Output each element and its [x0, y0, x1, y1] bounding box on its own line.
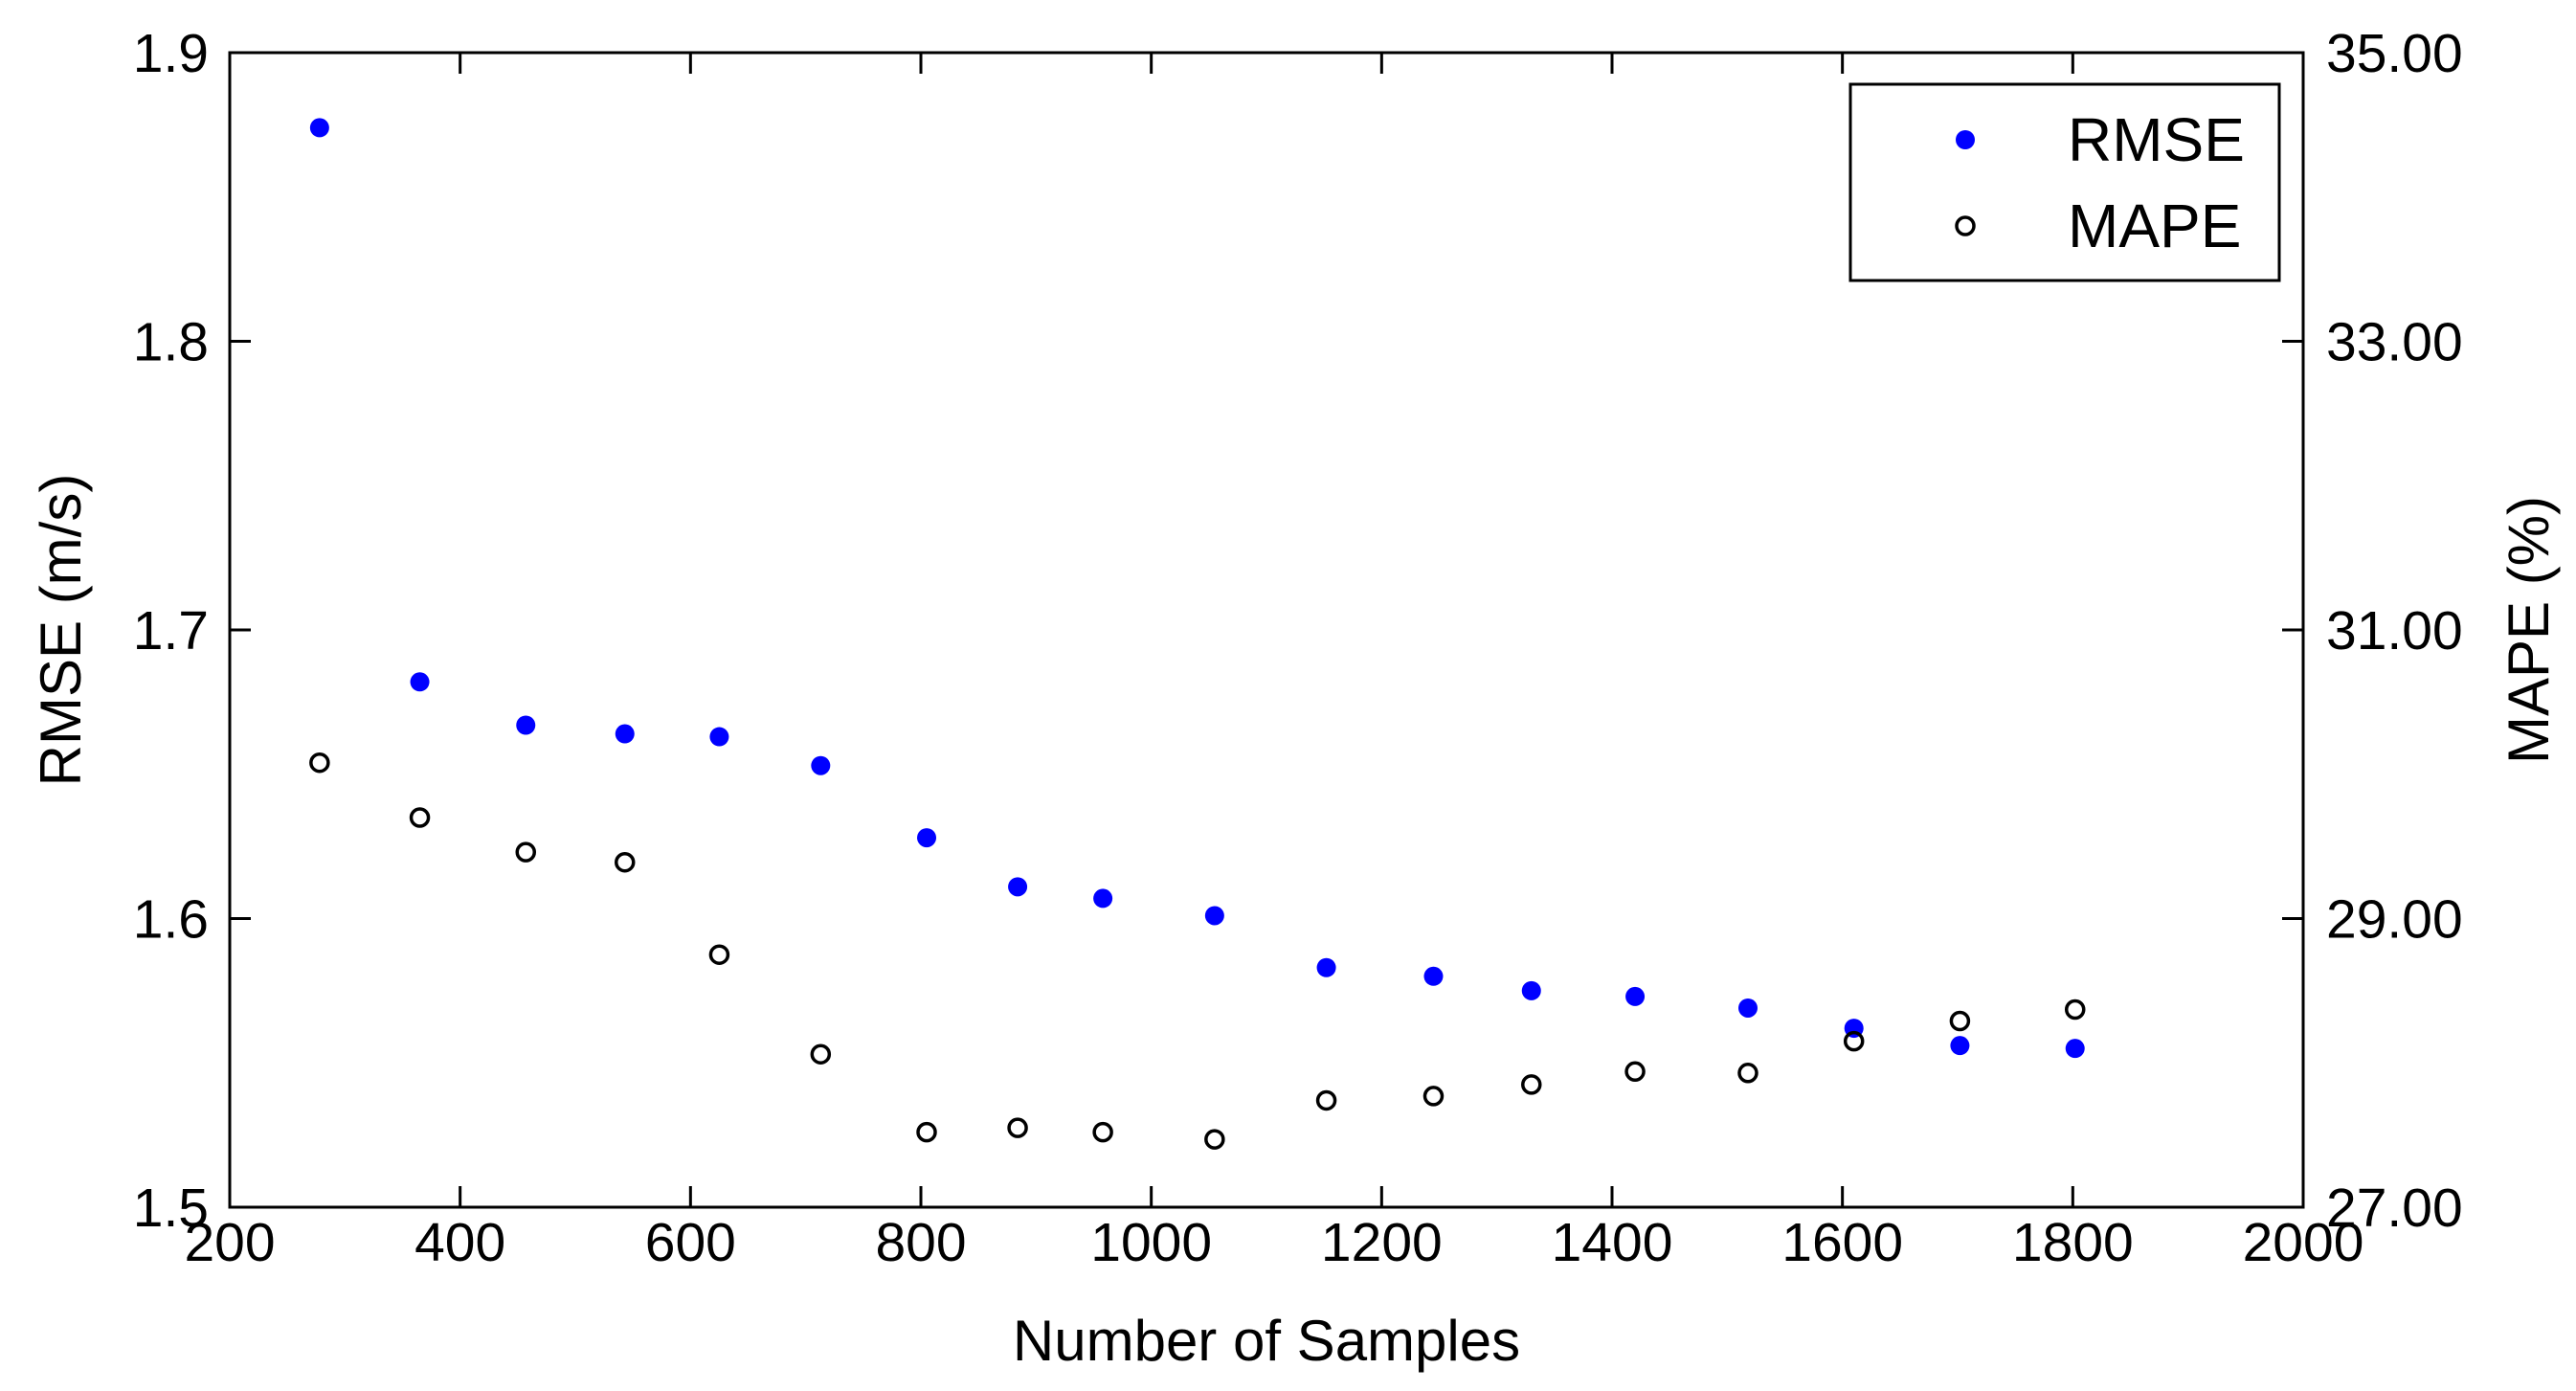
point-mape [409, 807, 431, 828]
x-tick-label: 1000 [1090, 1212, 1212, 1273]
point-mape [708, 944, 730, 965]
point-rmse [709, 727, 729, 747]
y-tick-label-right: 27.00 [2326, 1178, 2463, 1239]
legend-label-mape: MAPE [2068, 191, 2241, 260]
point-rmse [1008, 877, 1028, 897]
x-tick-label: 2000 [2243, 1212, 2364, 1273]
x-tick-label: 1400 [1552, 1212, 1673, 1273]
point-rmse [516, 715, 536, 735]
x-axis-label: Number of Samples [1013, 1309, 1520, 1373]
point-rmse [2065, 1039, 2085, 1059]
point-mape [1092, 1121, 1113, 1143]
point-rmse [1625, 986, 1646, 1006]
y-tick-label-left: 1.7 [133, 600, 209, 662]
point-rmse [1521, 980, 1541, 1000]
point-rmse [1737, 998, 1758, 1018]
y-tick-label-left: 1.5 [133, 1178, 209, 1239]
x-tick-label: 1200 [1321, 1212, 1443, 1273]
point-rmse [1423, 966, 1444, 986]
legend-marker-rmse [1956, 130, 1975, 149]
y-tick-label-left: 1.6 [133, 889, 209, 951]
point-mape [309, 752, 330, 774]
point-mape [614, 851, 636, 873]
point-mape [1949, 1010, 1971, 1032]
x-tick-label: 400 [414, 1212, 505, 1273]
plot-frame [228, 51, 2305, 1209]
point-mape [1422, 1086, 1445, 1107]
point-mape [515, 841, 537, 863]
point-rmse [1093, 888, 1113, 909]
point-mape [1843, 1030, 1865, 1052]
point-rmse [1316, 957, 1336, 977]
point-rmse [410, 672, 430, 692]
point-mape [1315, 1089, 1337, 1111]
x-tick-label: 800 [875, 1212, 966, 1273]
legend-label-rmse: RMSE [2068, 105, 2245, 174]
point-rmse [309, 118, 329, 138]
point-mape [810, 1043, 832, 1065]
y-axis-label-right: MAPE (%) [2497, 496, 2561, 764]
y-tick-label-right: 29.00 [2326, 889, 2463, 951]
point-mape [1007, 1117, 1028, 1138]
x-tick-label: 1800 [2012, 1212, 2134, 1273]
point-rmse [1204, 906, 1224, 926]
y-tick-label-left: 1.8 [133, 312, 209, 373]
tick-labels: 200 400 600 800 1000 1200 1400 1600 1800 2000 1.5 1… [133, 23, 2463, 1273]
point-mape [2064, 998, 2086, 1021]
legend-box [1848, 82, 2281, 282]
x-tick-label: 1600 [1781, 1212, 1903, 1273]
point-rmse [1950, 1036, 1970, 1056]
y-axis-label-left: RMSE (m/s) [29, 474, 93, 787]
point-mape [1521, 1074, 1542, 1095]
y-tick-label-right: 31.00 [2326, 600, 2463, 662]
point-rmse [811, 755, 831, 775]
point-mape [1204, 1129, 1225, 1150]
legend: RMSE MAPE [1848, 82, 2281, 282]
x-tick-label: 200 [184, 1212, 275, 1273]
legend-marker-mape [1955, 215, 1976, 236]
point-mape [1624, 1061, 1646, 1083]
data-marks [309, 118, 2086, 1150]
x-tick-label: 600 [645, 1212, 736, 1273]
y-tick-label-left: 1.9 [133, 23, 209, 84]
y-tick-label-right: 35.00 [2326, 23, 2463, 84]
point-mape [1737, 1063, 1758, 1084]
point-mape [916, 1121, 937, 1143]
point-rmse [917, 828, 937, 848]
y-tick-label-right: 33.00 [2326, 312, 2463, 373]
point-rmse [615, 724, 635, 744]
